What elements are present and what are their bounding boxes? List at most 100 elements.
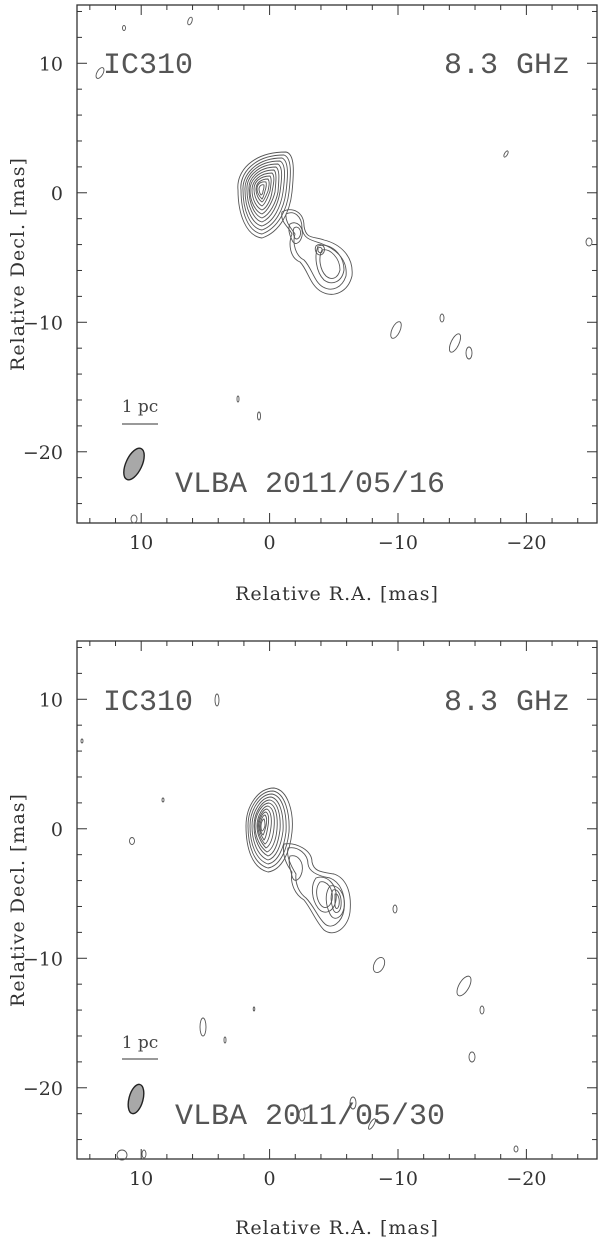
contour xyxy=(319,249,341,279)
x-axis-label: Relative R.A. [mas] xyxy=(235,1217,439,1239)
noise-contour xyxy=(298,1108,306,1122)
contour xyxy=(255,178,270,203)
panel-1: 10 0 −10 −20 10 0 −10 −20 IC310 8.3 GHz VLBA 20… xyxy=(7,4,598,605)
contour xyxy=(314,243,325,256)
x-tick-label: 0 xyxy=(264,532,276,554)
core-contours xyxy=(245,787,351,934)
y-axis-label: Relative Decl. [mas] xyxy=(7,793,29,1007)
plot-frame xyxy=(76,640,598,1160)
contour xyxy=(244,160,285,227)
y-tick-label: −10 xyxy=(23,948,63,970)
x-tick-label: 10 xyxy=(129,532,153,554)
contour xyxy=(315,244,345,284)
x-tick-label: −10 xyxy=(378,1168,418,1190)
y-tick-label: 10 xyxy=(39,53,63,75)
noise-contour xyxy=(199,1017,207,1037)
noise-contour xyxy=(214,693,220,707)
noise-contour xyxy=(223,1036,227,1044)
x-tick-label: −10 xyxy=(378,532,418,554)
contour xyxy=(251,172,275,211)
y-tick-label: −10 xyxy=(23,312,63,334)
contour xyxy=(249,169,277,215)
noise-contour xyxy=(122,25,126,31)
contour xyxy=(245,787,293,873)
y-tick-label: 0 xyxy=(51,183,63,205)
y-axis-label: Relative Decl. [mas] xyxy=(7,157,29,371)
noise-contour xyxy=(130,514,138,524)
y-tick-label: −20 xyxy=(23,442,63,464)
contour xyxy=(330,889,342,913)
x-tick-label: −20 xyxy=(506,1168,546,1190)
contour xyxy=(251,796,284,861)
noise-contour xyxy=(513,1145,519,1153)
noise-contour xyxy=(349,1096,357,1110)
noise-contour xyxy=(116,1149,128,1161)
contour xyxy=(258,184,265,196)
noise-contour xyxy=(468,1051,476,1063)
noise-contour xyxy=(372,956,386,974)
scale-bar: 1 pc xyxy=(122,1033,159,1060)
source-label: IC310 xyxy=(103,686,193,720)
contour xyxy=(242,157,288,231)
contour xyxy=(249,793,287,865)
noise-contour xyxy=(503,150,509,158)
epoch-label: VLBA 2011/05/30 xyxy=(175,1100,445,1134)
x-tick-label: 0 xyxy=(264,1168,276,1190)
scale-bar-label: 1 pc xyxy=(122,1033,159,1053)
noise-contour xyxy=(479,1005,485,1015)
noise-contour xyxy=(368,1118,376,1130)
contour xyxy=(246,163,283,223)
source-label: IC310 xyxy=(103,49,193,83)
panel-2: 10 0 −10 −20 10 0 −10 −20 IC310 8.3 GHz VLBA 20… xyxy=(7,640,598,1239)
noise-contour xyxy=(129,837,135,845)
contour xyxy=(287,847,345,927)
noise-contours xyxy=(80,693,519,1161)
tick-marks: 10 0 −10 −20 10 0 −10 −20 xyxy=(23,641,597,1190)
noise-contour xyxy=(585,237,593,247)
contour xyxy=(258,811,270,841)
noise-contour xyxy=(392,904,398,914)
noise-contour xyxy=(187,16,193,26)
epoch-label: VLBA 2011/05/16 xyxy=(175,468,445,502)
noise-contour xyxy=(95,67,105,79)
noise-contour xyxy=(456,975,472,997)
contour xyxy=(253,799,281,857)
noise-contour xyxy=(448,333,462,353)
contour xyxy=(281,209,353,295)
x-tick-label: 10 xyxy=(129,1168,153,1190)
plot-frame xyxy=(76,4,598,524)
contour xyxy=(237,151,294,239)
contour xyxy=(254,802,278,853)
contour xyxy=(256,805,275,849)
contour xyxy=(248,166,280,219)
contour xyxy=(292,226,301,240)
contour xyxy=(317,246,323,254)
contour xyxy=(256,181,267,200)
contour xyxy=(260,818,266,832)
noise-contour xyxy=(80,738,84,744)
y-tick-label: 0 xyxy=(51,819,63,841)
noise-contours xyxy=(95,16,593,524)
beam-ellipse xyxy=(123,447,145,481)
noise-contour xyxy=(252,1006,256,1012)
noise-contour xyxy=(161,797,165,803)
noise-contour xyxy=(439,313,445,323)
noise-contour xyxy=(390,321,402,339)
frequency-label: 8.3 GHz xyxy=(444,49,570,83)
x-axis-label: Relative R.A. [mas] xyxy=(235,583,439,605)
noise-contour xyxy=(465,346,473,360)
contour xyxy=(334,893,340,909)
frequency-label: 8.3 GHz xyxy=(444,686,570,720)
contour xyxy=(288,855,303,881)
scale-bar: 1 pc xyxy=(122,397,158,425)
y-tick-label: 10 xyxy=(39,689,63,711)
contour xyxy=(316,881,333,908)
contour xyxy=(247,790,290,869)
contour xyxy=(253,175,272,207)
contour xyxy=(288,222,303,244)
tick-marks: 10 0 −10 −20 10 0 −10 −20 xyxy=(23,5,597,554)
contour xyxy=(285,212,347,290)
contour xyxy=(325,885,345,919)
x-tick-label: −20 xyxy=(506,532,546,554)
y-tick-label: −20 xyxy=(23,1078,63,1100)
